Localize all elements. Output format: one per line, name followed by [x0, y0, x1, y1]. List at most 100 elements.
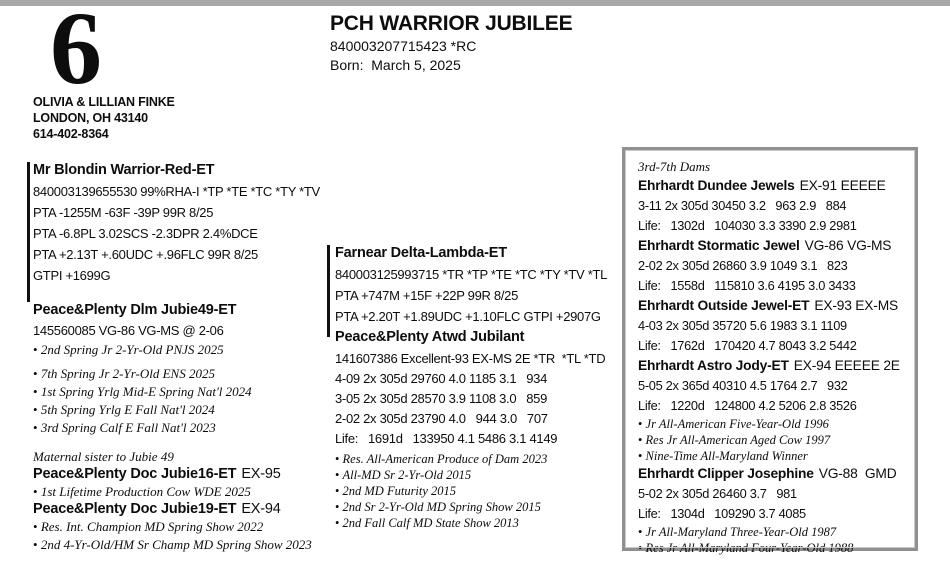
lactation-record: Life: 1304d 109290 3.7 4085	[638, 506, 806, 521]
grand-dam-records: 4-09 2x 305d 29760 4.0 1185 3.1 934 3-05 …	[335, 369, 622, 449]
lactation-record: 4-03 2x 305d 35720 5.6 1983 3.1 1109	[638, 318, 847, 333]
sister-show-result: 1st Lifetime Production Cow WDE 2025	[33, 483, 328, 501]
owner-block: OLIVIA & LILLIAN FINKE LONDON, OH 43140 …	[33, 95, 175, 142]
further-dam-name-line: Ehrhardt Dundee Jewels EX-91 EEEEE	[638, 176, 905, 196]
sister-score: EX-94	[241, 500, 281, 517]
lactation-record: 3-05 2x 305d 28570 3.9 1108 3.0 859	[335, 391, 548, 406]
sister-show-results: 1st Lifetime Production Cow WDE 2025	[33, 483, 328, 501]
lactation-record: 2-02 2x 305d 23790 4.0 944 3.0 707	[335, 411, 548, 426]
lactation-record: Life: 1691d 133950 4.1 5486 3.1 4149	[335, 431, 558, 446]
sire-block: Mr Blondin Warrior-Red-ET 84000313965553…	[33, 160, 328, 286]
further-dam-name: Ehrhardt Outside Jewel-ET	[638, 298, 810, 313]
dam-show-result: 1st Spring Yrlg Mid-E Spring Nat'l 2024	[33, 383, 328, 401]
dam-block: Peace&Plenty Dlm Jubie49-ET 145560085 VG…	[33, 300, 328, 437]
further-dam-score: EX-91 EEEEE	[799, 178, 886, 193]
animal-name: PCH WARRIOR JUBILEE	[330, 12, 573, 35]
owner-phone: 614-402-8364	[33, 126, 109, 141]
maternal-sire-data-line: PTA +747M +15F +22P 99R 8/25	[335, 288, 519, 303]
further-dam-score: EX-93 EX-MS	[814, 298, 899, 313]
dam-show-result: 7th Spring Jr 2-Yr-Old ENS 2025	[33, 365, 328, 383]
sister-name: Peace&Plenty Doc Jubie16-ET	[33, 465, 237, 482]
sister-name: Peace&Plenty Doc Jubie19-ET	[33, 500, 237, 517]
lactation-record: Life: 1762d 170420 4.7 8043 3.2 5442	[638, 338, 857, 353]
lactation-record: Life: 1302d 104030 3.3 3390 2.9 2981	[638, 218, 857, 233]
sire-data-line: PTA -1255M -63F -39P 99R 8/25	[33, 205, 214, 220]
further-dam-records: 5-02 2x 305d 26460 3.7 981 Life: 1304d 10…	[638, 484, 905, 524]
maternal-sire-data-line: 840003125993715 *TR *TP *TE *TC *TY *TV …	[335, 267, 608, 282]
sire-data-lines: 840003139655530 99%RHA-I *TP *TE *TC *TY…	[33, 181, 328, 286]
dam-name: Peace&Plenty Dlm Jubie49-ET	[33, 302, 237, 318]
further-dam-records: 3-11 2x 305d 30450 3.2 963 2.9 884 Life: …	[638, 196, 905, 236]
dam-show-result: 2nd Spring Jr 2-Yr-Old PNJS 2025	[33, 341, 328, 359]
further-dam-name: Ehrhardt Astro Jody-ET	[638, 358, 789, 373]
pedigree-bracket-left	[27, 162, 30, 302]
owner-address: LONDON, OH 43140	[33, 110, 148, 125]
lactation-record: Life: 1220d 124800 4.2 5206 2.8 3526	[638, 398, 857, 413]
grand-dam-show-results: Res. All-American Produce of Dam 2023All…	[335, 451, 622, 531]
lot-number: 6	[50, 0, 102, 106]
sister-show-result: Res. Int. Champion MD Spring Show 2022	[33, 518, 328, 536]
animal-header: PCH WARRIOR JUBILEE 840003207715423 *RC …	[330, 11, 573, 75]
lactation-record: 3-11 2x 305d 30450 3.2 963 2.9 884	[638, 198, 847, 213]
lactation-record: Life: 1558d 115810 3.6 4195 3.0 3433	[638, 278, 856, 293]
maternal-sire-data-line: PTA +2.20T +1.89UDC +1.10FLC GTPI +2907G	[335, 309, 601, 324]
further-dam-show-result: Res Jr All-American Aged Cow 1997	[638, 432, 905, 448]
grand-dam-show-result: 2nd Fall Calf MD State Show 2013	[335, 515, 622, 531]
grand-dam-show-result: All-MD Sr 2-Yr-Old 2015	[335, 467, 622, 483]
further-dam-entry: Ehrhardt Outside Jewel-ET EX-93 EX-MS 4-0…	[638, 296, 905, 356]
grand-dam-show-result: Res. All-American Produce of Dam 2023	[335, 451, 622, 467]
further-dam-records: 2-02 2x 305d 26860 3.9 1049 3.1 823 Life:…	[638, 256, 905, 296]
lactation-record: 5-05 2x 365d 40310 4.5 1764 2.7 932	[638, 378, 848, 393]
further-dam-name: Ehrhardt Clipper Josephine	[638, 466, 814, 481]
sire-data-line: 840003139655530 99%RHA-I *TP *TE *TC *TY…	[33, 184, 320, 199]
sister-name-line: Peace&Plenty Doc Jubie19-ET EX-94	[33, 501, 328, 519]
further-dam-name-line: Ehrhardt Outside Jewel-ET EX-93 EX-MS	[638, 296, 905, 316]
further-dam-name: Ehrhardt Dundee Jewels	[638, 178, 795, 193]
further-dam-entry: Ehrhardt Clipper Josephine VG-88 GMD 5-02…	[638, 464, 905, 556]
grand-dam-show-result: 2nd Sr 2-Yr-Old MD Spring Show 2015	[335, 499, 622, 515]
further-dam-entry: Ehrhardt Astro Jody-ET EX-94 EEEEE 2E 5-0…	[638, 356, 905, 464]
further-dam-score: VG-86 VG-MS	[804, 238, 892, 253]
maternal-sire-name: Farnear Delta-Lambda-ET	[335, 245, 507, 261]
further-dam-name-line: Ehrhardt Astro Jody-ET EX-94 EEEEE 2E	[638, 356, 905, 376]
further-dam-entry: Ehrhardt Stormatic Jewel VG-86 VG-MS 2-02…	[638, 236, 905, 296]
further-dam-show-result: Nine-Time All-Maryland Winner	[638, 448, 905, 464]
animal-registration-id: 840003207715423 *RC	[330, 38, 477, 54]
lactation-record: 2-02 2x 305d 26860 3.9 1049 3.1 823	[638, 258, 848, 273]
grand-dam-name: Peace&Plenty Atwd Jubilant	[335, 329, 525, 345]
sire-data-line: PTA +2.13T +.60UDC +.96FLC 99R 8/25	[33, 247, 258, 262]
maternal-sister-note: Maternal sister to Jubie 49	[33, 449, 174, 464]
grand-dam-show-result: 2nd MD Futurity 2015	[335, 483, 622, 499]
lactation-record: 4-09 2x 305d 29760 4.0 1185 3.1 934	[335, 371, 548, 386]
pedigree-bracket-middle	[327, 245, 330, 337]
maternal-sire-block: Farnear Delta-Lambda-ET 840003125993715 …	[335, 243, 622, 327]
further-dam-show-result: Jr All-American Five-Year-Old 1996	[638, 416, 905, 432]
sister-show-results: Res. Int. Champion MD Spring Show 20222n…	[33, 518, 328, 553]
owner-name: OLIVIA & LILLIAN FINKE	[33, 95, 175, 109]
further-dam-show-results: Jr All-American Five-Year-Old 1996Res Jr…	[638, 416, 905, 464]
dam-id-line: 145560085 VG-86 VG-MS @ 2-06	[33, 323, 224, 338]
further-dam-name-line: Ehrhardt Stormatic Jewel VG-86 VG-MS	[638, 236, 905, 256]
sire-data-line: GTPI +1699G	[33, 268, 111, 283]
further-dams-title: 3rd-7th Dams	[638, 159, 711, 174]
dam-show-result: 3rd Spring Calf E Fall Nat'l 2023	[33, 419, 328, 437]
lactation-record: 5-02 2x 305d 26460 3.7 981	[638, 486, 797, 501]
middle-pedigree-column: Farnear Delta-Lambda-ET 840003125993715 …	[335, 243, 622, 531]
further-dam-records: 4-03 2x 305d 35720 5.6 1983 3.1 1109 Life…	[638, 316, 905, 356]
further-dam-name: Ehrhardt Stormatic Jewel	[638, 238, 800, 253]
maternal-sire-data-lines: 840003125993715 *TR *TP *TE *TC *TY *TV …	[335, 264, 622, 327]
grand-dam-block: Peace&Plenty Atwd Jubilant 141607386 Exc…	[335, 327, 622, 531]
further-dam-show-result: Jr All-Maryland Three-Year-Old 1987	[638, 524, 905, 540]
animal-birthdate: Born: March 5, 2025	[330, 57, 461, 73]
further-dam-score: EX-94 EEEEE 2E	[793, 358, 900, 373]
further-dam-records: 5-05 2x 365d 40310 4.5 1764 2.7 932 Life:…	[638, 376, 905, 416]
sire-name: Mr Blondin Warrior-Red-ET	[33, 162, 215, 178]
further-dams-box: 3rd-7th Dams Ehrhardt Dundee Jewels EX-91…	[622, 147, 918, 555]
further-dam-name-line: Ehrhardt Clipper Josephine VG-88 GMD	[638, 464, 905, 484]
further-dam-score: VG-88 GMD	[818, 466, 897, 481]
grand-dam-id-line: 141607386 Excellent-93 EX-MS 2E *TR *TL …	[335, 351, 606, 366]
left-pedigree-column: Mr Blondin Warrior-Red-ET 84000313965553…	[33, 160, 328, 553]
sire-data-line: PTA -6.8PL 3.02SCS -2.3DPR 2.4%DCE	[33, 226, 258, 241]
further-dam-show-result: Res Jr All-Maryland Four-Year-Old 1988	[638, 540, 905, 556]
